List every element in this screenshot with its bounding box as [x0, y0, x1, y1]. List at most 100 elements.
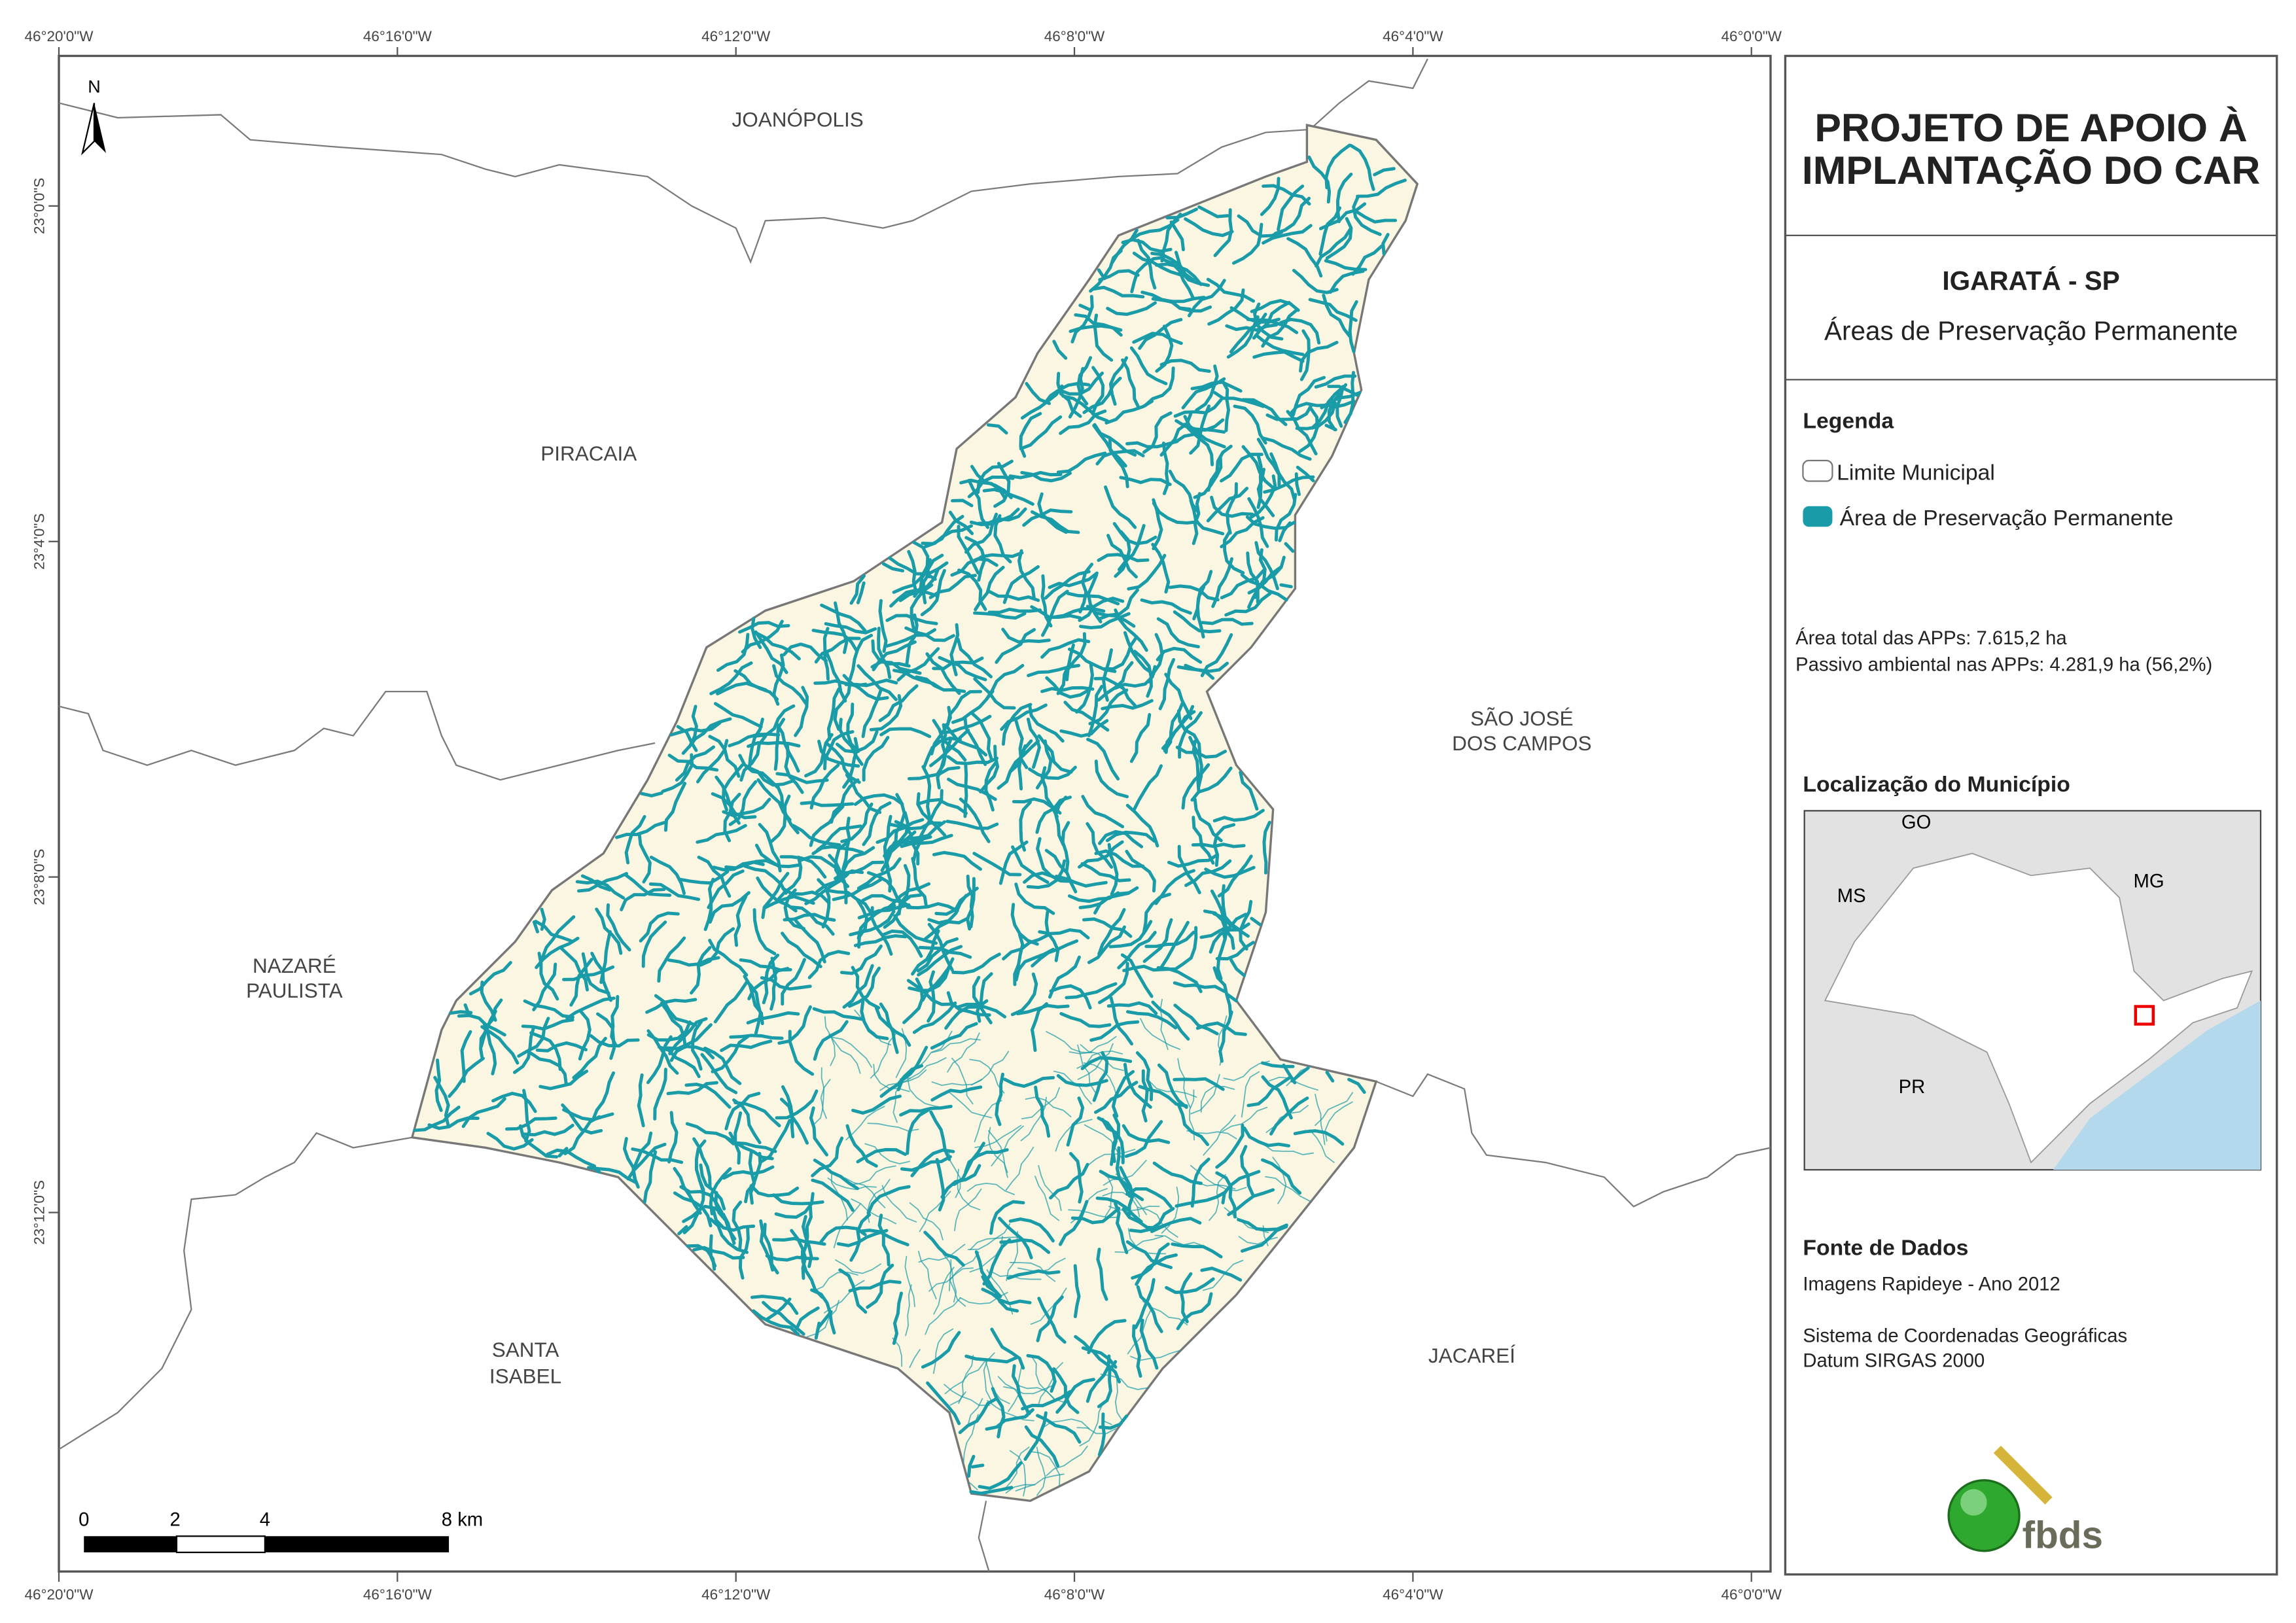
river: [860, 1000, 889, 1041]
river: [904, 1255, 915, 1308]
river: [1294, 472, 1301, 497]
river: [1373, 167, 1396, 177]
river: [1136, 1285, 1163, 1333]
river: [733, 1111, 743, 1165]
x-tick-label: 46°16'0"W: [363, 28, 433, 44]
river: [967, 1454, 976, 1478]
place-label: PAULISTA: [246, 979, 343, 1002]
x-tick-label: 46°12'0"W: [701, 28, 771, 44]
river: [922, 916, 970, 942]
inset-label: GO: [1901, 812, 1931, 833]
river: [480, 998, 503, 1048]
river: [874, 1006, 911, 1047]
river: [873, 1064, 910, 1092]
river: [667, 956, 720, 967]
river: [747, 741, 801, 748]
river: [1356, 179, 1407, 198]
river: [1002, 1075, 1055, 1089]
river: [1009, 1262, 1056, 1282]
inset-label: PR: [1899, 1077, 1926, 1098]
river: [838, 718, 864, 766]
river: [790, 905, 835, 936]
river: [590, 951, 612, 1002]
river: [1046, 1445, 1088, 1476]
river: [733, 1100, 781, 1128]
river: [917, 1250, 937, 1300]
river: [1008, 470, 1063, 480]
river: [790, 1229, 807, 1280]
state-sp: [1824, 852, 2253, 1164]
river: [716, 682, 768, 696]
river: [959, 797, 991, 843]
river: [986, 1269, 1014, 1315]
river: [911, 929, 940, 976]
river: [1299, 340, 1339, 373]
river: [1157, 1063, 1188, 1109]
river: [1193, 797, 1223, 843]
river: [1080, 1044, 1124, 1072]
river: [1215, 1171, 1237, 1219]
river: [572, 1036, 607, 1079]
river: [1078, 596, 1125, 622]
river: [747, 765, 795, 787]
river: [741, 620, 784, 654]
river: [565, 996, 616, 1021]
river: [1065, 982, 1118, 1000]
river: [747, 967, 790, 1001]
river: [708, 735, 741, 778]
y-tick-label: 23°4'0"S: [31, 514, 48, 570]
river: [1261, 1075, 1293, 1120]
river: [864, 1143, 911, 1164]
river: [1355, 210, 1398, 224]
river: [998, 1216, 1033, 1259]
river: [1349, 143, 1375, 191]
river: [1056, 451, 1107, 474]
river: [1327, 385, 1360, 397]
river: [1114, 1202, 1129, 1255]
river: [1024, 1425, 1060, 1468]
place-label: ISABEL: [489, 1364, 561, 1387]
x-tick-label: 46°16'0"W: [363, 1586, 433, 1603]
river: [1269, 452, 1296, 501]
scale-label: 8 km: [442, 1510, 483, 1531]
river: [835, 730, 879, 754]
river: [521, 1018, 574, 1031]
y-tick-label: 23°8'0"S: [31, 848, 48, 905]
river: [877, 626, 892, 680]
river: [1005, 1484, 1036, 1494]
river: [1203, 1114, 1236, 1156]
river: [637, 832, 652, 884]
river: [806, 1300, 839, 1338]
river: [1133, 764, 1163, 811]
river: [1213, 208, 1233, 257]
river: [1127, 1308, 1152, 1355]
river: [720, 1039, 773, 1053]
river: [1151, 542, 1171, 594]
river: [1272, 1157, 1287, 1204]
river: [1044, 570, 1091, 600]
river: [722, 797, 771, 818]
river: [1076, 356, 1093, 406]
river: [1174, 427, 1226, 444]
river: [940, 714, 992, 735]
river: [849, 1165, 896, 1186]
river: [1314, 374, 1357, 389]
river: [1299, 329, 1311, 381]
river: [957, 568, 987, 611]
river: [1177, 1058, 1191, 1109]
river: [927, 970, 936, 1023]
river: [523, 999, 574, 1019]
river: [1381, 233, 1390, 256]
river: [1027, 765, 1077, 780]
logo-circle: [1947, 1479, 2021, 1552]
river: [927, 894, 968, 925]
river: [1265, 403, 1313, 421]
river: [1061, 821, 1070, 874]
river: [1015, 1473, 1065, 1492]
river: [1148, 1080, 1197, 1098]
river: [954, 1188, 982, 1232]
river: [1002, 933, 1050, 961]
river: [1122, 1124, 1171, 1144]
river: [1212, 966, 1233, 1017]
river: [917, 1030, 953, 1069]
